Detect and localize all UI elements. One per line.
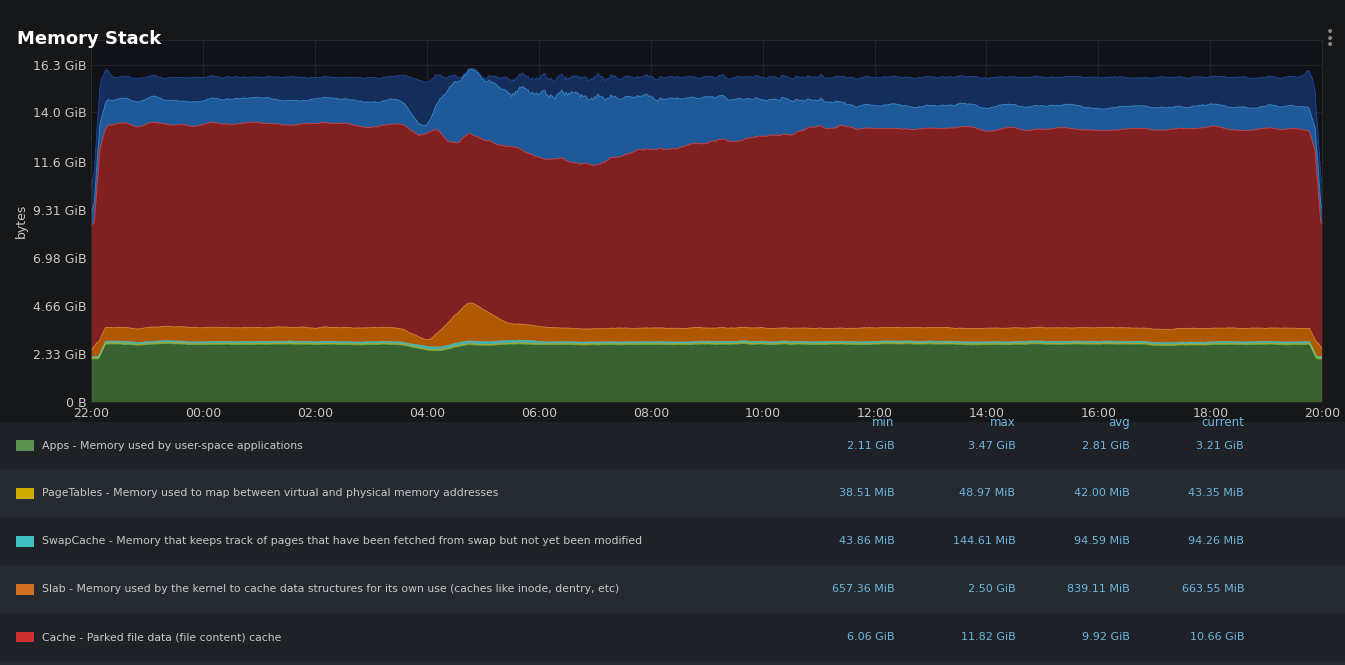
- Text: 3.47 GiB: 3.47 GiB: [967, 440, 1015, 451]
- Text: SwapCache - Memory that keeps track of pages that have been fetched from swap bu: SwapCache - Memory that keeps track of p…: [42, 536, 642, 547]
- Text: 144.61 MiB: 144.61 MiB: [952, 536, 1015, 547]
- Text: 43.86 MiB: 43.86 MiB: [839, 536, 894, 547]
- Text: PageTables - Memory used to map between virtual and physical memory addresses: PageTables - Memory used to map between …: [42, 488, 498, 499]
- Text: Apps - Memory used by user-space applications: Apps - Memory used by user-space applica…: [42, 440, 303, 451]
- Text: 2.11 GiB: 2.11 GiB: [847, 440, 894, 451]
- Text: 94.26 MiB: 94.26 MiB: [1188, 536, 1244, 547]
- Text: •: •: [1326, 25, 1334, 39]
- Text: 9.92 GiB: 9.92 GiB: [1081, 632, 1130, 642]
- Text: 43.35 MiB: 43.35 MiB: [1189, 488, 1244, 499]
- Text: 839.11 MiB: 839.11 MiB: [1067, 584, 1130, 595]
- Text: current: current: [1201, 416, 1244, 429]
- Text: 42.00 MiB: 42.00 MiB: [1075, 488, 1130, 499]
- Text: Cache - Parked file data (file content) cache: Cache - Parked file data (file content) …: [42, 632, 281, 642]
- Text: 3.21 GiB: 3.21 GiB: [1197, 440, 1244, 451]
- Text: 94.59 MiB: 94.59 MiB: [1073, 536, 1130, 547]
- Text: 11.82 GiB: 11.82 GiB: [960, 632, 1015, 642]
- Text: avg: avg: [1108, 416, 1130, 429]
- Text: 10.66 GiB: 10.66 GiB: [1189, 632, 1244, 642]
- Text: 663.55 MiB: 663.55 MiB: [1182, 584, 1244, 595]
- Text: Slab - Memory used by the kernel to cache data structures for its own use (cache: Slab - Memory used by the kernel to cach…: [42, 584, 619, 595]
- Text: 2.50 GiB: 2.50 GiB: [968, 584, 1015, 595]
- Text: 2.81 GiB: 2.81 GiB: [1081, 440, 1130, 451]
- Text: •: •: [1326, 31, 1334, 46]
- Y-axis label: bytes: bytes: [15, 204, 27, 238]
- Text: 38.51 MiB: 38.51 MiB: [839, 488, 894, 499]
- Text: 657.36 MiB: 657.36 MiB: [831, 584, 894, 595]
- Text: 6.06 GiB: 6.06 GiB: [847, 632, 894, 642]
- Text: min: min: [872, 416, 894, 429]
- Text: 48.97 MiB: 48.97 MiB: [959, 488, 1015, 499]
- Text: •: •: [1326, 38, 1334, 53]
- Text: Memory Stack: Memory Stack: [17, 30, 161, 48]
- Text: max: max: [990, 416, 1015, 429]
